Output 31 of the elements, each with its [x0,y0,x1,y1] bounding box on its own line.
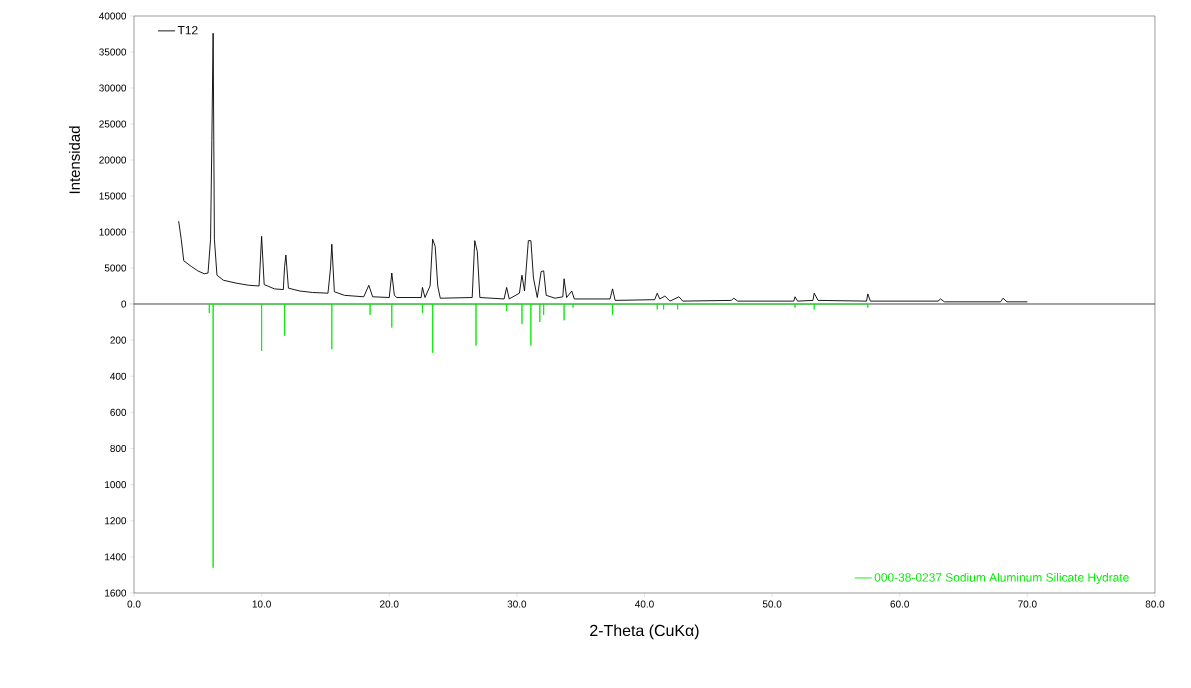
y-tick-label: 1200 [105,517,127,525]
y-tick-label: 200 [110,336,127,344]
y-tick-label: 15000 [99,192,127,200]
y-tick-label: 35000 [99,48,127,56]
x-axis-title: 2-Theta (CuKα) [590,624,699,640]
line-series [208,304,869,569]
y-tick-label: 40000 [99,12,127,20]
y-tick-label: 10000 [99,228,127,236]
x-tick-label: 50.0 [762,600,782,608]
y-tick-label: 400 [110,372,127,380]
y-tick-label: 0 [121,300,127,308]
legend-label: 000-38-0237 Sodium Aluminum Silicate Hydrate [874,572,1129,585]
x-tick-label: 0.0 [127,600,141,608]
legend-label: T12 [177,25,198,35]
y-tick-label: 1600 [105,589,127,597]
x-tick-label: 40.0 [635,600,654,608]
x-tick-label: 70.0 [1018,600,1037,608]
y-tick-label: 800 [110,444,127,453]
x-tick-label: 30.0 [507,600,527,608]
y-axis-title: Intensidad [68,126,80,194]
y-tick-label: 5000 [104,264,127,272]
x-tick-label: 10.0 [252,600,271,608]
y-tick-label: 1000 [105,481,127,489]
y-tick-label: 600 [110,408,127,416]
x-tick-label: 20.0 [380,600,399,608]
y-tick-label: 30000 [99,84,127,92]
y-tick-label: 25000 [99,120,127,128]
x-tick-label: 80.0 [1145,600,1165,608]
x-tick-label: 60.0 [890,600,910,608]
y-tick-label: 1400 [105,553,127,561]
y-tick-label: 20000 [99,156,127,164]
